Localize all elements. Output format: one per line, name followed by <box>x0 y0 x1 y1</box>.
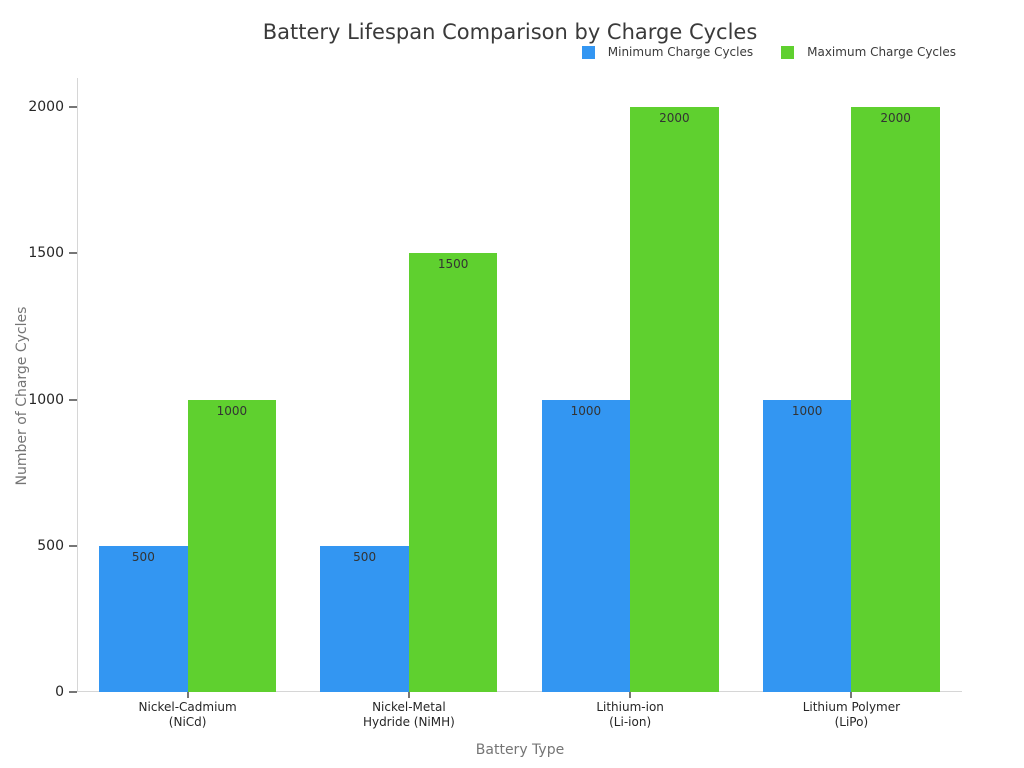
bar-max-4 <box>851 107 940 692</box>
x-tick-label: Nickel-Cadmium (NiCd) <box>77 700 298 730</box>
bar-max-3 <box>630 107 719 692</box>
x-tick-label-line: Lithium-ion <box>596 700 664 714</box>
y-tick-label: 1000 <box>28 391 64 408</box>
y-tick-mark <box>69 106 77 109</box>
x-tick-label-line: (LiPo) <box>834 715 869 729</box>
x-tick-label-line: Nickel-Cadmium <box>138 700 237 714</box>
x-tick-label: Lithium-ion (Li-ion) <box>520 700 741 730</box>
bar-min-1 <box>99 545 188 692</box>
legend: Minimum Charge Cycles Maximum Charge Cycl… <box>581 45 956 59</box>
bar-max-1 <box>187 399 277 692</box>
y-tick-mark <box>69 398 77 401</box>
x-tick-label-line: (Li-ion) <box>609 715 652 729</box>
x-tick-mark <box>407 692 410 698</box>
x-tick-label-line: Lithium Polymer <box>802 700 901 714</box>
bar-max-2 <box>408 253 498 692</box>
legend-swatch-icon <box>781 45 795 59</box>
x-tick-label-line: (NiCd) <box>168 715 207 729</box>
x-tick-label: Nickel-Metal Hydride (NiMH) <box>298 700 519 730</box>
x-tick-mark <box>629 692 632 698</box>
legend-label: Maximum Charge Cycles <box>807 45 956 59</box>
y-tick-mark <box>69 252 77 255</box>
chart-title: Battery Lifespan Comparison by Charge Cy… <box>262 20 758 44</box>
y-tick-mark <box>69 544 77 547</box>
x-tick-label-line: Hydride (NiMH) <box>362 715 455 729</box>
bar-min-3 <box>541 399 631 692</box>
x-tick-label-line: Nickel-Metal <box>372 700 446 714</box>
y-tick-label: 1500 <box>28 245 64 262</box>
y-axis-title: Number of Charge Cycles <box>14 306 30 486</box>
x-tick-mark <box>186 692 189 698</box>
x-tick-label: Lithium Polymer (LiPo) <box>741 700 962 730</box>
legend-label: Minimum Charge Cycles <box>607 45 754 59</box>
legend-item: Maximum Charge Cycles <box>781 45 956 59</box>
legend-swatch-icon <box>581 45 595 59</box>
y-tick-label: 500 <box>37 537 64 554</box>
y-tick-mark <box>69 691 77 693</box>
y-tick-label: 2000 <box>28 99 64 116</box>
x-tick-mark <box>850 692 853 698</box>
bar-min-4 <box>762 399 852 692</box>
y-tick-label: 0 <box>55 684 64 700</box>
legend-item: Minimum Charge Cycles <box>581 45 754 59</box>
x-axis-title: Battery Type <box>475 742 565 758</box>
bar-min-2 <box>320 545 409 692</box>
